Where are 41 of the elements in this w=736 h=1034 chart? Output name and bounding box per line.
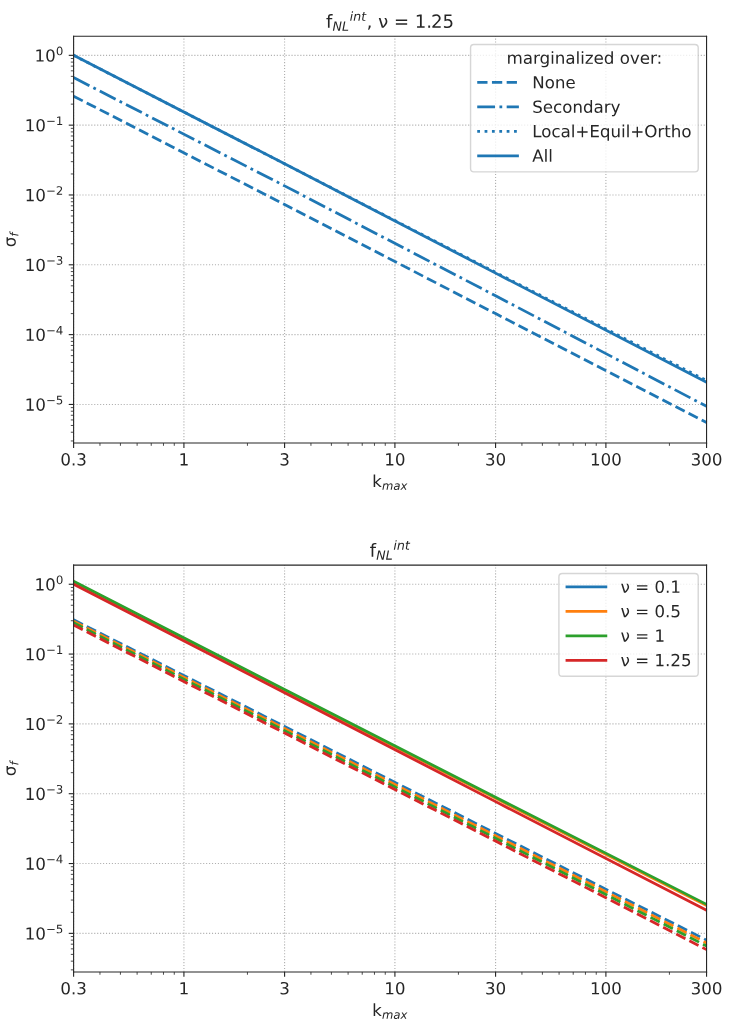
y-axis-title: σ$_{f}$: [6, 230, 19, 247]
legend-label: Local+Equil+Ortho: [533, 124, 691, 141]
legend-label: All: [532, 149, 552, 162]
legend-label: ν = 0.5: [621, 604, 680, 618]
legend-label: ν = 1.25: [621, 653, 691, 667]
legend-label: Secondary: [533, 100, 620, 117]
x-tick-label: 30: [486, 981, 506, 995]
y-tick-label: 10$^{−2}$: [26, 715, 63, 731]
y-tick-label: 10$^{0}$: [36, 46, 63, 62]
x-tick-label: 3: [280, 981, 289, 995]
x-axis-title: k$_{max}$: [373, 474, 408, 491]
legend-label: ν = 1: [621, 629, 664, 642]
x-tick-label: 1: [180, 453, 188, 466]
x-tick-label: 100: [591, 453, 621, 466]
chart-title: f$_{NL}$$^{int}$, ν = 1.25: [326, 11, 453, 31]
y-tick-label: 10$^{−3}$: [26, 255, 63, 272]
x-tick-label: 300: [691, 453, 722, 466]
y-axis-title: σ$_{f}$: [6, 759, 19, 776]
legend-label: ν = 0.1: [621, 580, 680, 593]
x-tick-label: 30: [486, 453, 506, 466]
y-tick-label: 10$^{−1}$: [26, 116, 63, 132]
x-tick-label: 0.3: [61, 453, 86, 466]
y-tick-label: 10$^{−3}$: [26, 784, 63, 801]
x-axis-title: k$_{max}$: [373, 1003, 408, 1019]
x-tick-label: 1: [180, 982, 188, 995]
x-tick-label: 10: [386, 453, 405, 466]
chart-title: f$_{NL}$$^{int}$: [370, 540, 411, 560]
legend-label: None: [533, 76, 575, 89]
x-tick-label: 10: [386, 981, 405, 995]
legend-title: marginalized over:: [508, 51, 661, 68]
x-tick-label: 0.3: [61, 981, 86, 995]
y-tick-label: 10$^{−1}$: [26, 645, 63, 661]
y-tick-label: 10$^{−4}$: [26, 854, 63, 870]
y-tick-label: 10$^{−4}$: [26, 325, 63, 342]
y-tick-label: 10$^{0}$: [36, 575, 63, 591]
x-tick-label: 300: [691, 981, 722, 995]
y-tick-label: 10$^{−5}$: [26, 395, 63, 411]
y-tick-label: 10$^{−2}$: [26, 186, 63, 202]
y-tick-label: 10$^{−5}$: [26, 924, 63, 940]
x-tick-label: 3: [280, 453, 289, 466]
x-tick-label: 100: [591, 981, 621, 995]
